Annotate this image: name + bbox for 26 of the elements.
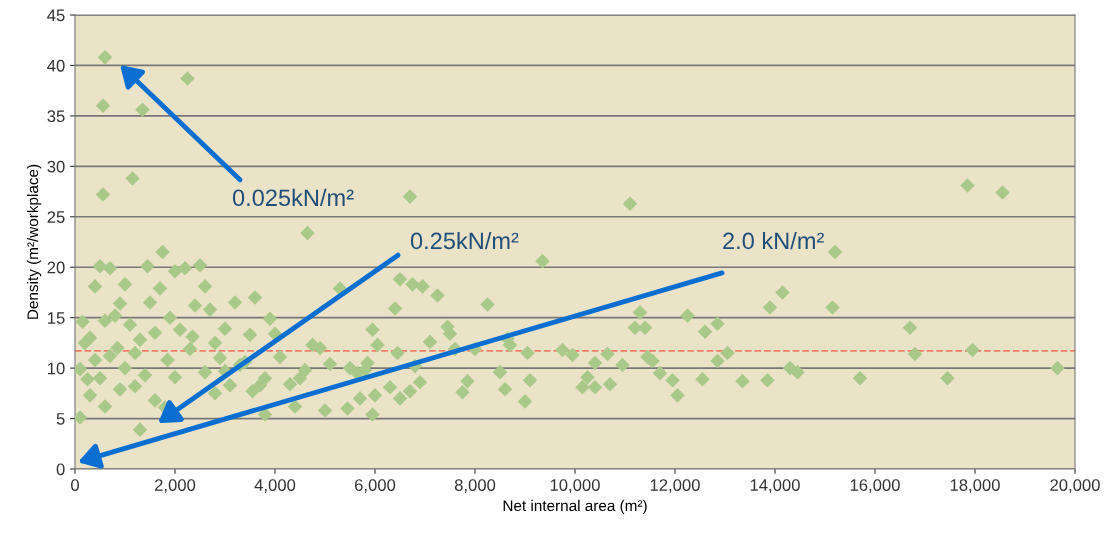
x-tick-label: 6,000	[354, 479, 396, 493]
x-tick-label: 14,000	[750, 479, 800, 493]
x-tick-label: 4,000	[254, 479, 296, 493]
annotation: 0.25kN/m²	[410, 231, 519, 250]
x-tick-label: 8,000	[454, 479, 496, 493]
x-tick-label: 16,000	[850, 479, 900, 493]
y-tick-label: 20	[47, 261, 65, 274]
x-tick-label: 2,000	[154, 479, 196, 493]
y-tick-label: 10	[48, 362, 65, 375]
x-tick-label: 10,000	[550, 479, 600, 493]
y-tick-label: 5	[56, 413, 65, 425]
y-tick-label: 25	[47, 211, 65, 223]
y-tick-label: 40	[47, 59, 65, 72]
x-tick-label: 20,000	[1050, 479, 1100, 493]
y-tick-label: 0	[56, 463, 65, 476]
y-tick-label: 35	[47, 110, 65, 123]
annotation: 2.0 kN/m²	[723, 231, 824, 250]
x-tick-label: 0	[71, 479, 79, 491]
y-tick-label: 30	[47, 160, 65, 173]
x-axis-title: Net internal area (m²)	[503, 499, 647, 515]
x-tick-label: 18,000	[950, 479, 1000, 493]
y-axis-title: Density (m²/workplace)	[26, 164, 42, 319]
x-tick-label: 12,000	[650, 479, 700, 493]
y-tick-label: 15	[48, 312, 65, 324]
y-tick-label: 45	[47, 9, 65, 22]
annotation: 0.025kN/m²	[232, 188, 354, 207]
